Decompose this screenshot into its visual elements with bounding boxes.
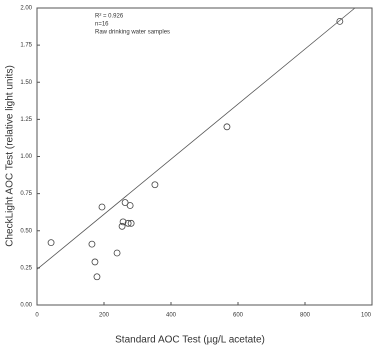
data-point — [113, 249, 121, 257]
data-point — [88, 240, 96, 248]
data-point — [121, 199, 129, 206]
data-point — [126, 202, 134, 209]
fit-line — [36, 7, 356, 270]
annotation: R² = 0.926 — [95, 14, 124, 20]
data-point — [223, 123, 231, 131]
data-point — [98, 203, 106, 211]
y-tick-label: 0.50 — [20, 228, 32, 234]
x-tick-label: 600 — [233, 313, 244, 319]
y-tick-label: 1.00 — [20, 154, 32, 160]
data-point — [47, 239, 55, 247]
x-tick-label: 200 — [99, 313, 110, 319]
x-tick-label: 100 — [361, 313, 372, 319]
data-point — [124, 219, 132, 227]
y-tick-label: 0.25 — [20, 265, 32, 271]
y-tick-label: 1.25 — [20, 117, 32, 123]
data-point — [91, 258, 99, 266]
data-point — [151, 181, 159, 189]
annotation: n=16 — [95, 22, 109, 28]
y-tick-label: 2.00 — [20, 6, 32, 12]
x-tick-label: 400 — [166, 313, 177, 319]
data-point — [127, 219, 135, 227]
data-point — [118, 222, 126, 230]
x-axis-label: Standard AOC Test (µg/L acetate) — [115, 335, 265, 346]
y-axis-label: CheckLight AOC Test (relative light unit… — [5, 65, 16, 247]
data-point — [93, 273, 101, 281]
y-tick-label: 1.50 — [20, 80, 32, 86]
y-tick-label: 0.75 — [20, 191, 32, 197]
plot-frame — [36, 7, 373, 306]
y-tick-label: 0.00 — [20, 303, 32, 309]
data-point — [119, 218, 127, 226]
annotation: Raw drinking water samples — [95, 30, 170, 36]
y-tick-label: 1.75 — [20, 43, 32, 49]
x-tick-label: 0 — [35, 313, 39, 319]
x-tick-label: 800 — [300, 313, 311, 319]
data-point — [336, 17, 344, 25]
